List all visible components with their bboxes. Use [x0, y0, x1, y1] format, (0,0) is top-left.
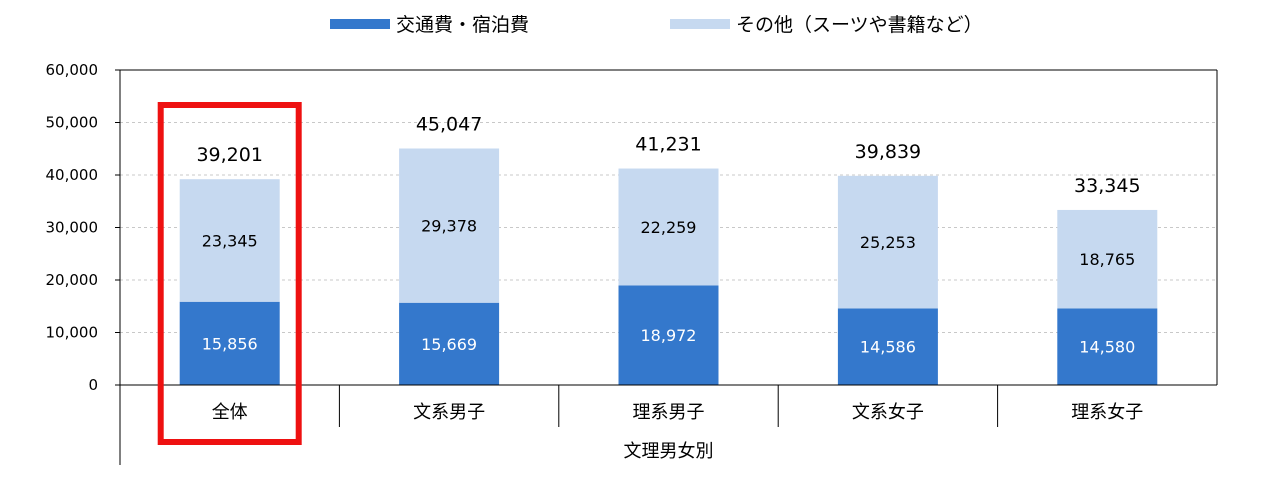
y-tick-label: 50,000 [46, 114, 99, 132]
bar-segment [179, 301, 280, 385]
bar-total-label: 33,345 [1074, 175, 1140, 197]
bar-total-label: 45,047 [416, 114, 482, 136]
x-category-label: 理系女子 [1071, 402, 1143, 423]
bar-value-label: 18,765 [1079, 250, 1135, 269]
bar-segment [399, 302, 500, 385]
y-tick-label: 0 [88, 376, 98, 394]
y-tick-label: 10,000 [46, 324, 99, 342]
legend-item-transport: 交通費・宿泊費 [330, 10, 529, 37]
y-tick-label: 30,000 [46, 219, 99, 237]
legend-swatch-transport [330, 18, 390, 29]
x-category-label: 理系男子 [633, 402, 705, 423]
x-axis-title: 文理男女別 [624, 441, 714, 462]
bar-segment [1057, 209, 1158, 309]
bar-value-label: 23,345 [202, 231, 258, 250]
y-tick-label: 40,000 [46, 166, 99, 184]
bar-value-label: 18,972 [641, 326, 697, 345]
bar-value-label: 22,259 [641, 218, 697, 237]
bar-segment [837, 308, 938, 385]
bar-total-label: 39,839 [855, 141, 921, 163]
x-category-label: 文系男子 [413, 402, 485, 423]
legend-label-other: その他（スーツや書籍など） [736, 14, 983, 36]
bar-value-label: 25,253 [860, 233, 916, 252]
bar-value-label: 14,580 [1079, 338, 1135, 357]
bar-segment [837, 175, 938, 309]
bar-segment [618, 168, 719, 286]
bar-value-label: 29,378 [421, 217, 477, 236]
bar-value-label: 15,669 [421, 335, 477, 354]
y-tick-label: 20,000 [46, 271, 99, 289]
x-category-label: 文系女子 [852, 402, 924, 423]
y-tick-label: 60,000 [46, 61, 99, 79]
bar-segment [179, 179, 280, 302]
bar-total-label: 39,201 [196, 144, 262, 166]
bar-segment [618, 285, 719, 385]
bar-segment [1057, 308, 1158, 385]
bar-total-label: 41,231 [635, 134, 701, 156]
legend-item-other: その他（スーツや書籍など） [670, 10, 983, 37]
x-category-label: 全体 [212, 402, 248, 423]
legend-swatch-other [670, 18, 730, 29]
legend-label-transport: 交通費・宿泊費 [396, 14, 530, 36]
legend: 交通費・宿泊費 その他（スーツや書籍など） [0, 10, 1266, 40]
highlight-box [157, 102, 302, 445]
bar-segment [399, 148, 500, 303]
bar-value-label: 14,586 [860, 338, 916, 357]
bar-value-label: 15,856 [202, 334, 258, 353]
